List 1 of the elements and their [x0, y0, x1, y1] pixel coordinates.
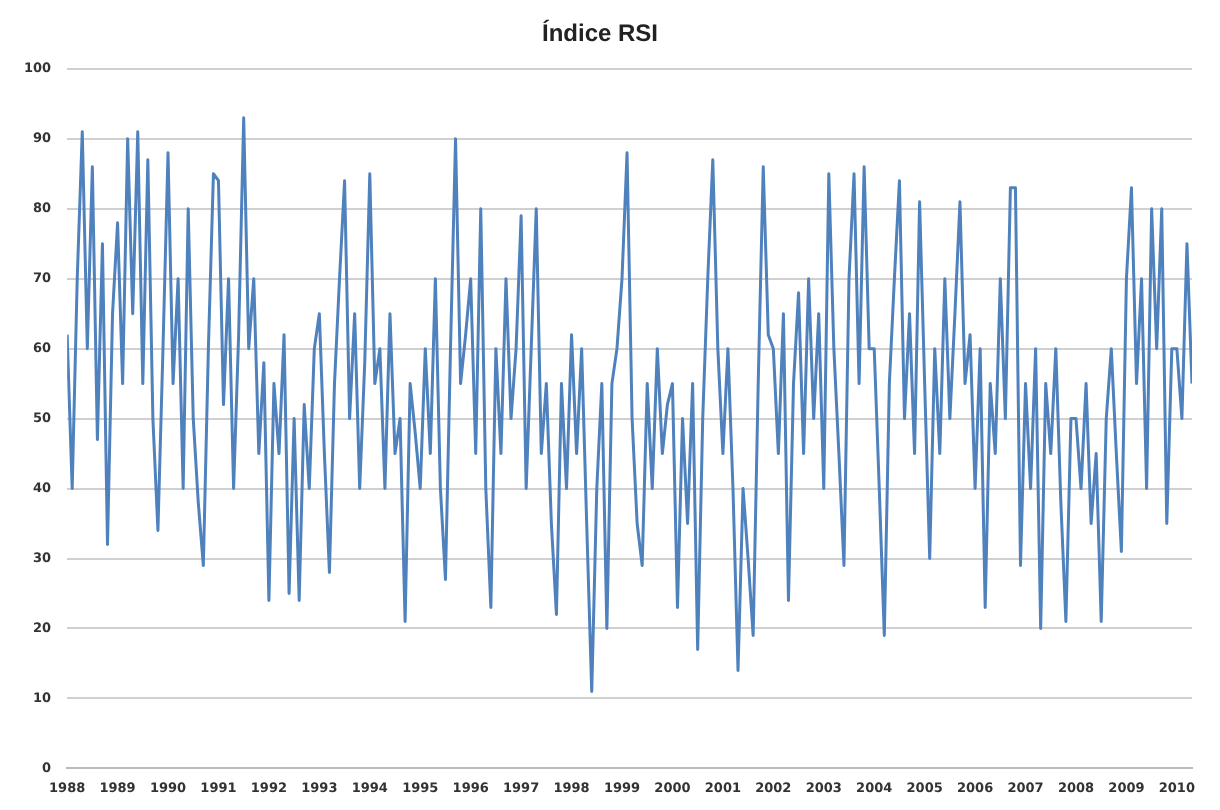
chart-title: Índice RSI [541, 19, 659, 48]
